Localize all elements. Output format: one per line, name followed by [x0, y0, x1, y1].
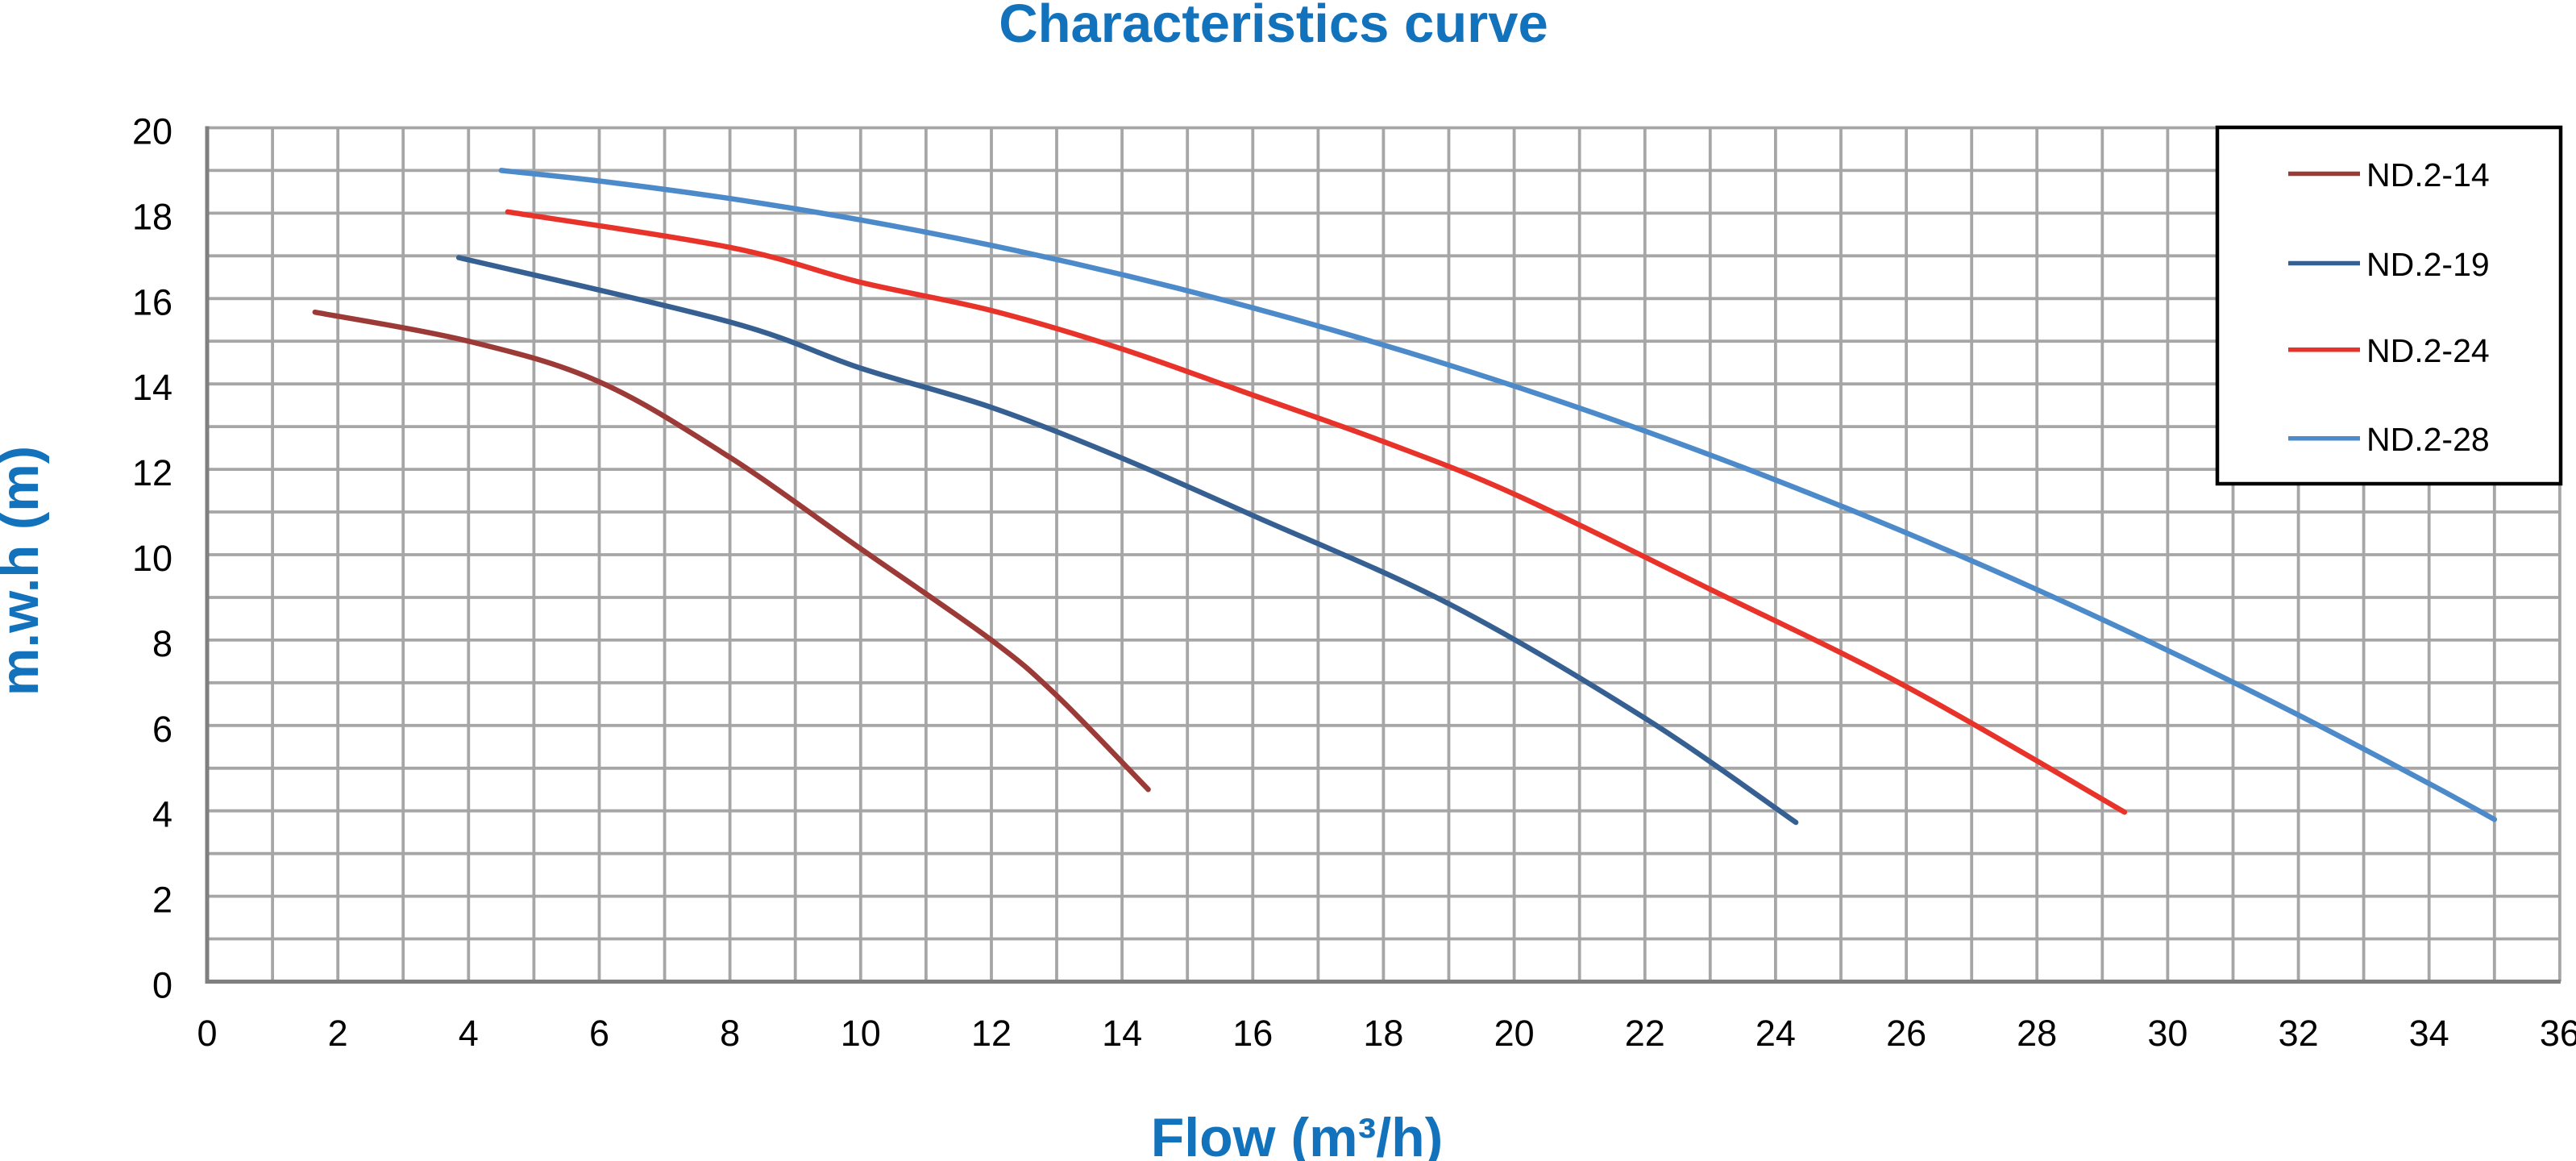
svg-text:32: 32 — [2279, 1013, 2319, 1054]
svg-text:Flow (m³/h): Flow (m³/h) — [1151, 1107, 1444, 1161]
svg-text:28: 28 — [2017, 1013, 2057, 1054]
svg-text:14: 14 — [1102, 1013, 1142, 1054]
svg-text:0: 0 — [152, 965, 172, 1006]
svg-text:2: 2 — [328, 1013, 348, 1054]
svg-text:10: 10 — [841, 1013, 881, 1054]
svg-text:m.w.h (m): m.w.h (m) — [0, 446, 50, 696]
svg-text:Characteristics curve: Characteristics curve — [999, 0, 1548, 54]
svg-text:36: 36 — [2540, 1013, 2576, 1054]
svg-text:22: 22 — [1625, 1013, 1665, 1054]
svg-text:16: 16 — [132, 281, 172, 322]
svg-text:ND.2-14: ND.2-14 — [2366, 156, 2490, 194]
svg-text:4: 4 — [459, 1013, 479, 1054]
svg-text:16: 16 — [1232, 1013, 1273, 1054]
svg-text:10: 10 — [132, 538, 172, 579]
svg-text:12: 12 — [971, 1013, 1012, 1054]
svg-text:6: 6 — [589, 1013, 609, 1054]
svg-text:4: 4 — [152, 794, 172, 835]
svg-text:0: 0 — [197, 1013, 217, 1054]
svg-text:18: 18 — [132, 196, 172, 237]
svg-text:30: 30 — [2147, 1013, 2188, 1054]
svg-text:8: 8 — [720, 1013, 740, 1054]
svg-text:ND.2-24: ND.2-24 — [2366, 332, 2490, 369]
svg-text:24: 24 — [1755, 1013, 1796, 1054]
svg-text:2: 2 — [152, 880, 172, 921]
svg-text:ND.2-28: ND.2-28 — [2366, 421, 2490, 458]
svg-text:26: 26 — [1886, 1013, 1926, 1054]
svg-text:8: 8 — [152, 623, 172, 664]
svg-text:20: 20 — [132, 111, 172, 152]
svg-text:18: 18 — [1363, 1013, 1403, 1054]
svg-text:34: 34 — [2409, 1013, 2449, 1054]
svg-text:14: 14 — [132, 367, 172, 408]
svg-text:6: 6 — [152, 709, 172, 750]
svg-text:ND.2-19: ND.2-19 — [2366, 246, 2490, 283]
svg-text:12: 12 — [132, 452, 172, 493]
svg-text:20: 20 — [1494, 1013, 1535, 1054]
